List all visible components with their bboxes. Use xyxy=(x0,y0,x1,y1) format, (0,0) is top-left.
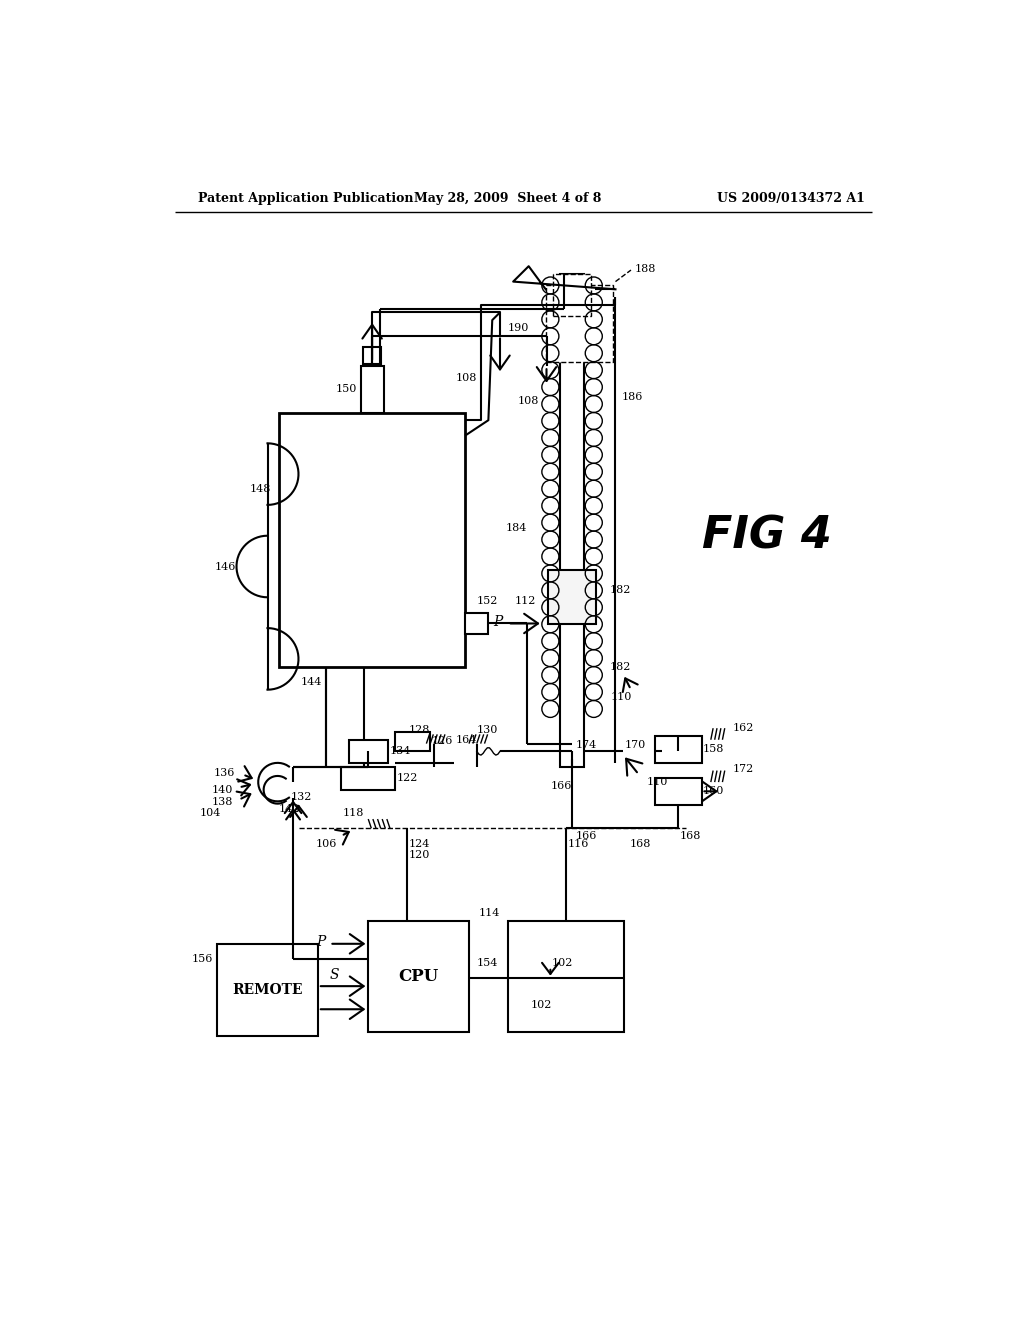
Text: 148: 148 xyxy=(250,484,271,495)
Text: 112: 112 xyxy=(515,597,537,606)
Text: 162: 162 xyxy=(732,723,754,733)
Text: 116: 116 xyxy=(567,838,589,849)
Text: 122: 122 xyxy=(397,774,418,783)
Text: 174: 174 xyxy=(575,741,597,750)
Text: 190: 190 xyxy=(507,323,528,333)
Text: US 2009/0134372 A1: US 2009/0134372 A1 xyxy=(717,191,865,205)
Bar xyxy=(465,612,488,635)
Text: Patent Application Publication: Patent Application Publication xyxy=(198,191,414,205)
Text: 156: 156 xyxy=(191,954,213,964)
Bar xyxy=(655,737,701,763)
Text: 102: 102 xyxy=(552,958,573,968)
Text: 150: 150 xyxy=(335,384,356,395)
Text: 104: 104 xyxy=(200,808,221,818)
Text: FIG 4: FIG 4 xyxy=(701,515,831,557)
Bar xyxy=(560,275,585,767)
Text: May 28, 2009  Sheet 4 of 8: May 28, 2009 Sheet 4 of 8 xyxy=(414,191,601,205)
Text: P: P xyxy=(316,936,326,949)
Text: 110: 110 xyxy=(611,693,632,702)
Text: 128: 128 xyxy=(409,725,430,735)
Text: 126: 126 xyxy=(432,737,454,746)
Text: 188: 188 xyxy=(635,264,656,273)
Text: 132: 132 xyxy=(291,792,312,803)
Text: 102: 102 xyxy=(531,1001,552,1010)
Bar xyxy=(655,779,701,805)
Text: 136: 136 xyxy=(214,768,234,777)
Text: 186: 186 xyxy=(622,392,643,403)
Bar xyxy=(548,570,596,624)
Text: 124: 124 xyxy=(409,838,430,849)
Text: 166: 166 xyxy=(575,832,597,841)
Text: 144: 144 xyxy=(300,677,322,686)
Text: CPU: CPU xyxy=(398,968,438,985)
Text: 140: 140 xyxy=(211,785,232,795)
Bar xyxy=(349,739,388,763)
Text: 146: 146 xyxy=(215,561,237,572)
Bar xyxy=(217,944,317,1036)
Text: 130: 130 xyxy=(477,725,498,735)
Text: S: S xyxy=(330,968,339,982)
Bar xyxy=(369,921,469,1032)
Text: 182: 182 xyxy=(609,585,631,594)
Bar xyxy=(341,767,395,789)
Text: 182: 182 xyxy=(609,661,631,672)
Bar xyxy=(554,275,591,317)
Text: 166: 166 xyxy=(551,781,572,791)
Text: 134: 134 xyxy=(389,746,411,756)
Bar xyxy=(508,921,624,1032)
Text: 138: 138 xyxy=(211,797,232,807)
Text: REMOTE: REMOTE xyxy=(232,983,303,997)
Text: 106: 106 xyxy=(315,838,337,849)
Text: 168: 168 xyxy=(680,832,701,841)
Text: 118: 118 xyxy=(343,808,365,818)
Text: 152: 152 xyxy=(477,597,498,606)
Text: P: P xyxy=(493,615,503,628)
Text: 172: 172 xyxy=(732,764,754,774)
Text: 142: 142 xyxy=(280,804,300,814)
Text: 160: 160 xyxy=(703,787,724,796)
Bar xyxy=(360,366,384,412)
Text: 114: 114 xyxy=(478,908,500,917)
Bar xyxy=(280,413,465,667)
Bar xyxy=(362,347,381,364)
Text: 170: 170 xyxy=(625,741,646,750)
Text: 184: 184 xyxy=(506,523,527,533)
Text: 158: 158 xyxy=(703,744,724,754)
Text: 154: 154 xyxy=(477,958,498,968)
Bar xyxy=(546,285,613,363)
Bar xyxy=(395,733,430,751)
Text: 120: 120 xyxy=(409,850,430,861)
Text: 108: 108 xyxy=(456,372,477,383)
Text: 110: 110 xyxy=(646,777,668,787)
Text: 164: 164 xyxy=(456,735,477,744)
Text: 108: 108 xyxy=(517,396,539,407)
Text: 168: 168 xyxy=(630,838,651,849)
